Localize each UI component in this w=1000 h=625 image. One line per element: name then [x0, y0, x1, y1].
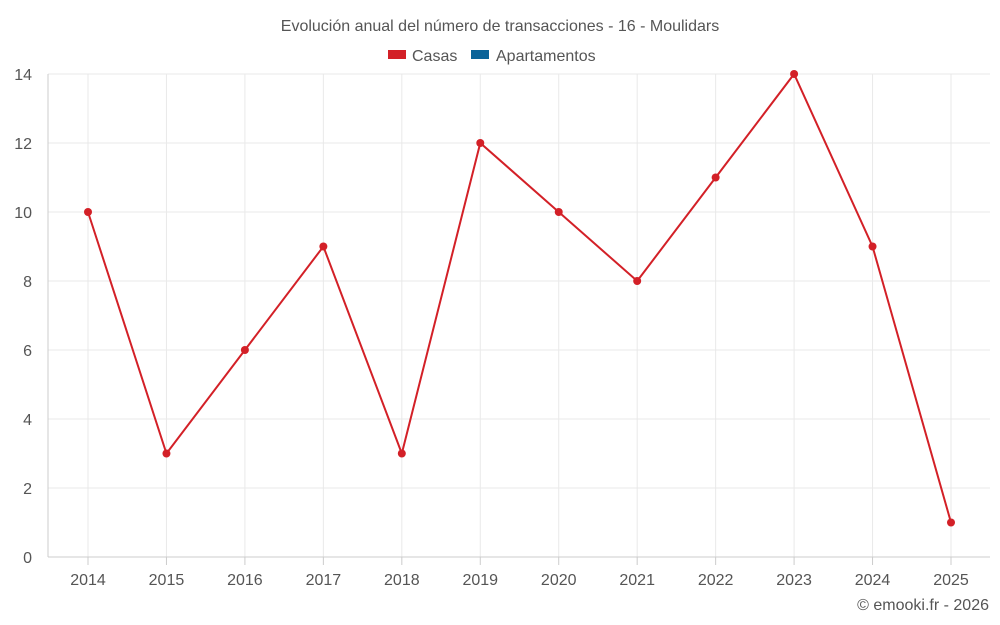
- data-point[interactable]: [162, 449, 171, 458]
- legend: Casas Apartamentos: [388, 48, 596, 65]
- y-tick-label: 6: [23, 343, 32, 360]
- grid: [48, 73, 990, 557]
- data-point[interactable]: [868, 242, 877, 251]
- data-point[interactable]: [554, 208, 563, 216]
- x-tick-label: 2017: [306, 572, 342, 589]
- legend-swatch-apartamentos: [471, 50, 489, 59]
- data-point[interactable]: [476, 139, 485, 147]
- y-tick-label: 2: [23, 481, 32, 498]
- data-point[interactable]: [84, 208, 92, 216]
- y-tick-label: 12: [14, 136, 32, 153]
- axes: 0 2 4 6 8 10 12 14 2014 2015 2016 2017 2018 2019 2020 2…: [14, 67, 990, 589]
- x-tick-label: 2015: [149, 572, 185, 589]
- y-tick-label: 0: [23, 550, 32, 567]
- y-tick-label: 4: [23, 412, 32, 429]
- x-tick-label: 2025: [933, 572, 969, 589]
- series-line-casas: [87, 72, 952, 523]
- data-point[interactable]: [319, 242, 328, 251]
- x-tick-label: 2018: [384, 572, 420, 589]
- x-tick-label: 2023: [776, 572, 812, 589]
- y-tick-label: 8: [23, 274, 32, 291]
- data-point[interactable]: [240, 346, 249, 354]
- data-point[interactable]: [397, 449, 406, 458]
- x-tick-label: 2014: [70, 572, 106, 589]
- legend-label-casas: Casas: [412, 48, 457, 65]
- legend-item-apartamentos[interactable]: Apartamentos: [471, 48, 596, 65]
- data-point[interactable]: [711, 173, 720, 182]
- x-tick-label: 2020: [541, 572, 577, 589]
- chart-title: Evolución anual del número de transaccio…: [281, 18, 719, 35]
- legend-label-apartamentos: Apartamentos: [496, 48, 596, 65]
- series-casas: [84, 70, 955, 527]
- x-tick-label: 2022: [698, 572, 734, 589]
- credit-text: © emooki.fr - 2026: [857, 597, 989, 614]
- data-point[interactable]: [633, 277, 642, 285]
- data-point[interactable]: [947, 518, 955, 527]
- y-tick-label: 10: [14, 205, 32, 222]
- x-tick-label: 2016: [227, 572, 263, 589]
- x-tick-label: 2024: [855, 572, 891, 589]
- y-tick-label: 14: [14, 67, 32, 84]
- legend-swatch-casas: [388, 50, 406, 59]
- data-point[interactable]: [790, 70, 799, 78]
- x-tick-label: 2019: [462, 572, 498, 589]
- x-tick-label: 2021: [619, 572, 655, 589]
- legend-item-casas[interactable]: Casas: [388, 48, 457, 65]
